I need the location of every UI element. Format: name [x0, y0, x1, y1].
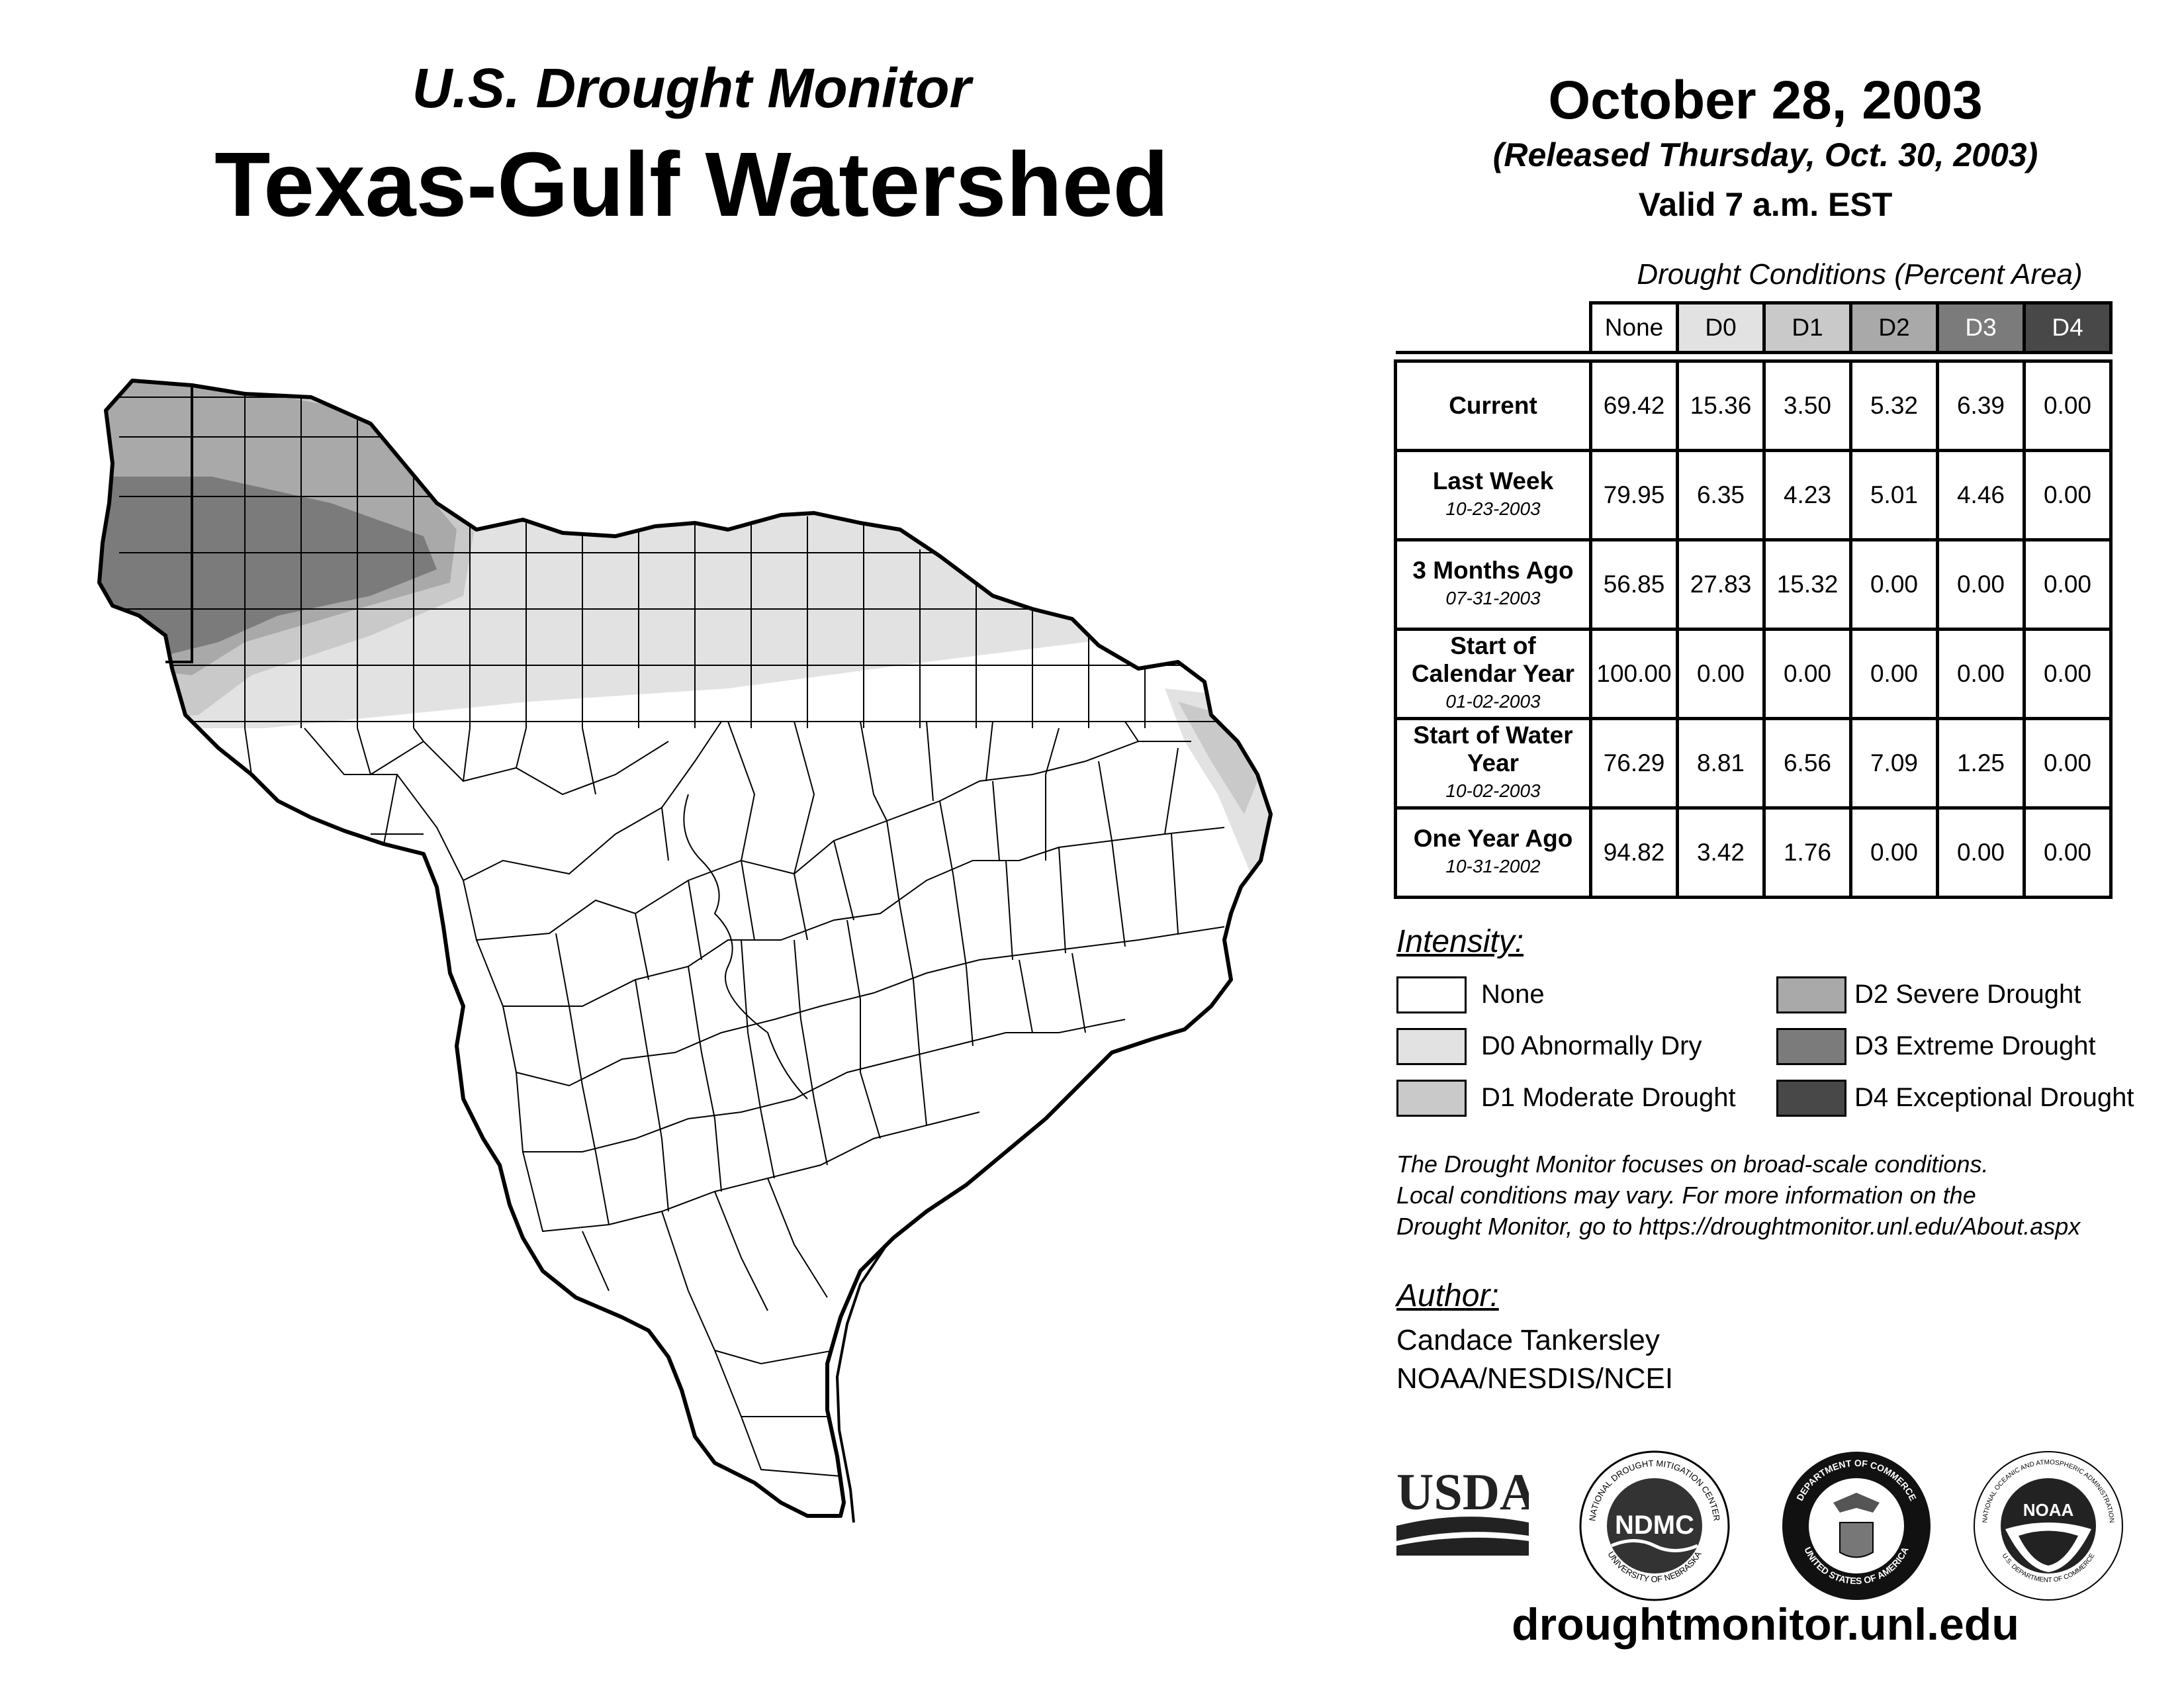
barrier-islands — [835, 1243, 888, 1523]
row-label: Current — [1394, 359, 1592, 452]
table-cell: 0.00 — [2023, 538, 2113, 631]
table-cell: 1.76 — [1762, 806, 1852, 899]
state-line — [165, 384, 193, 663]
website-url[interactable]: droughtmonitor.unl.edu — [1512, 1599, 2019, 1650]
table-cell: 56.85 — [1589, 538, 1679, 631]
table-cell: 0.00 — [1849, 628, 1939, 720]
watershed-border — [97, 379, 1273, 1518]
svg-text:USDA: USDA — [1396, 1463, 1529, 1521]
table-cell: 0.00 — [1849, 538, 1939, 631]
table-cell: 1.25 — [1936, 717, 2026, 810]
table-corner — [1395, 303, 1591, 354]
department-of-commerce-seal: DEPARTMENT OF COMMERCE UNITED STATES OF … — [1782, 1452, 1931, 1600]
disclaimer-note: The Drought Monitor focuses on broad-sca… — [1396, 1150, 2081, 1240]
svg-text:NDMC: NDMC — [1615, 1511, 1694, 1540]
column-d0: D0 — [1676, 301, 1766, 354]
legend-label-none: None — [1481, 980, 1545, 1009]
table-cell: 0.00 — [1676, 628, 1766, 720]
table-cell: 7.09 — [1849, 717, 1939, 810]
table-row-one-year-ago: One Year Ago 10-31-2002 94.82 3.42 1.76 0… — [1394, 806, 2113, 899]
table-cell: 100.00 — [1589, 628, 1679, 720]
usda-logo: USDA — [1396, 1463, 1529, 1556]
table-cell: 76.29 — [1589, 717, 1679, 810]
legend-swatch-none — [1396, 976, 1467, 1013]
legend-swatch-d3 — [1776, 1028, 1846, 1065]
table-cell: 0.00 — [1936, 538, 2026, 631]
table-cell: 3.50 — [1762, 359, 1852, 452]
table-cell: 0.00 — [2023, 359, 2113, 452]
column-d3: D3 — [1936, 301, 2026, 354]
table-cell: 15.32 — [1762, 538, 1852, 631]
legend-label-d2: D2 Severe Drought — [1854, 980, 2081, 1009]
legend-label-d3: D3 Extreme Drought — [1854, 1031, 2096, 1060]
table-cell: 0.00 — [1762, 628, 1852, 720]
column-none: None — [1589, 301, 1679, 354]
table-cell: 27.83 — [1676, 538, 1766, 631]
legend-label-d4: D4 Exceptional Drought — [1854, 1083, 2134, 1112]
valid-time: Valid 7 a.m. EST — [1638, 186, 1893, 223]
table-cell: 69.42 — [1589, 359, 1679, 452]
table-cell: 3.42 — [1676, 806, 1766, 899]
legend-swatch-d4 — [1776, 1080, 1846, 1117]
table-cell: 8.81 — [1676, 717, 1766, 810]
table-cell: 0.00 — [2023, 717, 2113, 810]
legend-label-d0: D0 Abnormally Dry — [1481, 1031, 1702, 1060]
table-cell: 4.46 — [1936, 449, 2026, 541]
release-date: (Released Thursday, Oct. 30, 2003) — [1492, 136, 2038, 173]
table-row-current: Current 69.42 15.36 3.50 5.32 6.39 0.00 — [1394, 359, 2113, 452]
table-row-last-week: Last Week 10-23-2003 79.95 6.35 4.23 5.01… — [1394, 449, 2113, 541]
table-row-start-water-year: Start of Water Year 10-02-2003 76.29 8.81… — [1394, 717, 2113, 810]
table-cell: 5.32 — [1849, 359, 1939, 452]
table-caption: Drought Conditions (Percent Area) — [1637, 258, 2083, 291]
table-cell: 6.35 — [1676, 449, 1766, 541]
table-cell: 79.95 — [1589, 449, 1679, 541]
d1-east-area — [1178, 702, 1257, 814]
row-label: One Year Ago 10-31-2002 — [1394, 806, 1592, 899]
table-cell: 6.39 — [1936, 359, 2026, 452]
author-title: Author: — [1396, 1278, 1499, 1313]
column-d4: D4 — [2023, 301, 2113, 354]
table-cell: 0.00 — [1936, 628, 2026, 720]
d3-area — [99, 477, 437, 655]
row-label: Last Week 10-23-2003 — [1394, 449, 1592, 541]
map-title: Texas-Gulf Watershed — [214, 134, 1169, 236]
table-cell: 0.00 — [2023, 806, 2113, 899]
table-cell: 15.36 — [1676, 359, 1766, 452]
row-label: Start of Calendar Year 01-02-2003 — [1394, 628, 1592, 720]
legend-title: Intensity: — [1396, 924, 1524, 959]
table-row-3-months-ago: 3 Months Ago 07-31-2003 56.85 27.83 15.32… — [1394, 538, 2113, 631]
table-cell: 0.00 — [2023, 628, 2113, 720]
table-row-start-calendar-year: Start of Calendar Year 01-02-2003 100.00 … — [1394, 628, 2113, 720]
map-subtitle: U.S. Drought Monitor — [412, 57, 972, 119]
column-d1: D1 — [1762, 301, 1852, 354]
watershed-map — [97, 379, 1273, 1523]
river-line — [683, 794, 808, 1100]
table-cell: 5.01 — [1849, 449, 1939, 541]
table-cell: 94.82 — [1589, 806, 1679, 899]
author-name: Candace Tankersley — [1396, 1324, 1660, 1356]
table-cell: 0.00 — [1849, 806, 1939, 899]
legend-swatch-d1 — [1396, 1080, 1467, 1117]
column-d2: D2 — [1849, 301, 1939, 354]
legend-label-d1: D1 Moderate Drought — [1481, 1083, 1736, 1112]
row-label: Start of Water Year 10-02-2003 — [1394, 717, 1592, 810]
author-organization: NOAA/NESDIS/NCEI — [1396, 1362, 1674, 1395]
ndmc-logo: NATIONAL DROUGHT MITIGATION CENTER UNIVE… — [1579, 1450, 1730, 1601]
svg-text:NOAA: NOAA — [2023, 1500, 2074, 1520]
table-cell: 6.56 — [1762, 717, 1852, 810]
legend-swatch-d2 — [1776, 976, 1846, 1013]
table-cell: 0.00 — [1936, 806, 2026, 899]
noaa-logo: NATIONAL OCEANIC AND ATMOSPHERIC ADMINIS… — [1974, 1451, 2123, 1601]
row-label: 3 Months Ago 07-31-2003 — [1394, 538, 1592, 631]
legend-swatch-d0 — [1396, 1028, 1467, 1065]
table-header-row: None D0 D1 D2 D3 D4 — [1395, 301, 2113, 354]
table-cell: 0.00 — [2023, 449, 2113, 541]
drought-conditions-table: None D0 D1 D2 D3 D4 Current 69.42 15.36 … — [1394, 301, 2113, 899]
table-cell: 4.23 — [1762, 449, 1852, 541]
map-date: October 28, 2003 — [1548, 70, 1983, 130]
